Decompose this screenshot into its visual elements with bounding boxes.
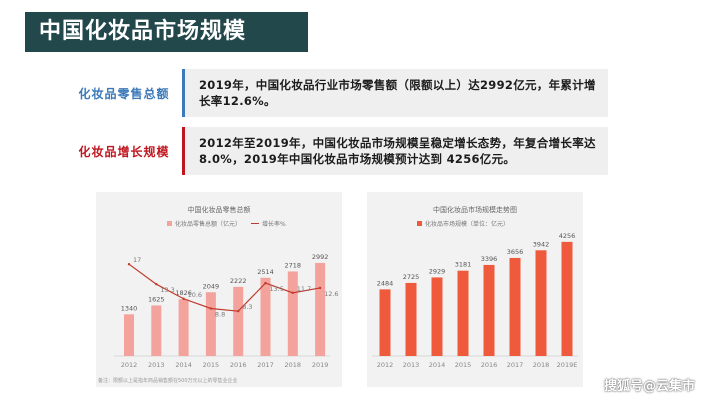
growth-rate-label: 13.5 — [270, 285, 284, 293]
growth-point — [237, 310, 239, 312]
legend-swatch-bar — [167, 221, 172, 226]
bar — [510, 258, 521, 356]
x-tick-label: 2018 — [285, 361, 302, 369]
info-row-growth: 化妆品增长规模 2012年至2019年，中国化妆品市场规模呈稳定增长态势，年复合… — [66, 127, 608, 175]
x-tick-label: 2012 — [121, 361, 138, 369]
bar — [536, 250, 547, 356]
bar — [151, 305, 161, 356]
page-title: 中国化妆品市场规模 — [25, 12, 308, 52]
growth-rate-label: 8.3 — [242, 303, 252, 311]
growth-rate-label: 8.8 — [215, 310, 225, 318]
x-tick-label: 2017 — [507, 361, 524, 369]
growth-point — [182, 298, 184, 300]
x-tick-label: 2014 — [429, 361, 446, 369]
bar-value-label: 2222 — [230, 277, 247, 285]
bar — [206, 292, 216, 356]
chart-panel-market: 中国化妆品市场规模走势图化妆品市场规模（单位：亿元） 2484 2012 2725 20… — [367, 192, 583, 387]
bar — [179, 299, 189, 356]
bar-value-label: 4256 — [559, 232, 576, 240]
bar — [124, 314, 134, 356]
bar — [458, 271, 469, 356]
bar — [315, 263, 325, 356]
growth-point — [128, 263, 130, 265]
x-tick-label: 2016 — [230, 361, 247, 369]
bar — [380, 289, 391, 356]
watermark: 搜狐号@云集市 — [604, 375, 695, 394]
growth-rate-label: 12.6 — [324, 290, 338, 298]
bar-value-label: 2725 — [403, 273, 420, 281]
x-tick-label: 2015 — [455, 361, 472, 369]
legend-label: 化妆品市场规模（单位：亿元） — [425, 220, 509, 228]
bar — [432, 277, 443, 356]
bar-value-label: 1340 — [121, 304, 138, 312]
growth-point — [155, 283, 157, 285]
x-tick-label: 2015 — [203, 361, 220, 369]
growth-rate-label: 11.7 — [297, 285, 311, 293]
row-accent-bar — [182, 127, 185, 175]
row-text: 2012年至2019年，中国化妆品市场规模呈稳定增长态势，年复合增长率达8.0%… — [199, 135, 598, 167]
legend-swatch-bar — [417, 221, 422, 226]
growth-point — [264, 282, 266, 284]
row-text: 2019年，中国化妆品行业市场零售额（限额以上）达2992亿元，年累计增长率12… — [199, 77, 598, 109]
bar-value-label: 2992 — [312, 253, 329, 261]
bar-value-label: 3396 — [481, 255, 498, 263]
x-tick-label: 2019 — [312, 361, 329, 369]
bar-value-label: 2718 — [285, 261, 302, 269]
x-tick-label: 2013 — [148, 361, 165, 369]
bar — [406, 283, 417, 356]
row-label: 化妆品增长规模 — [66, 127, 182, 175]
growth-point — [319, 287, 321, 289]
x-tick-label: 2018 — [533, 361, 550, 369]
bar-value-label: 3656 — [507, 248, 524, 256]
chart-title: 中国化妆品市场规模走势图 — [433, 205, 517, 214]
bar — [233, 287, 243, 356]
chart-title: 中国化妆品零售总额 — [188, 205, 251, 214]
growth-point — [292, 292, 294, 294]
legend-label: 增长率% — [262, 220, 286, 228]
growth-rate-label: 10.6 — [188, 291, 202, 299]
bar-value-label: 2049 — [203, 282, 220, 290]
x-tick-label: 2012 — [377, 361, 394, 369]
growth-point — [210, 307, 212, 309]
row-accent-bar — [182, 69, 185, 117]
bar — [484, 265, 495, 356]
x-tick-label: 2019E — [557, 361, 578, 369]
growth-rate-label: 13.3 — [160, 286, 174, 294]
chart-panel-retail: 中国化妆品零售总额化妆品零售总额（亿元） 增长率% 1340 2012 1625 2013… — [96, 192, 342, 387]
info-row-retail: 化妆品零售总额 2019年，中国化妆品行业市场零售额（限额以上）达2992亿元，… — [66, 69, 608, 117]
x-tick-label: 2013 — [403, 361, 420, 369]
bar-value-label: 2484 — [377, 279, 394, 287]
source-note: 备注：限额以上是指年商品销售额在500万元以上的零售业企业 — [98, 377, 238, 384]
growth-rate-label: 17 — [133, 256, 141, 264]
bar-value-label: 1625 — [148, 295, 165, 303]
legend-label: 化妆品零售总额（亿元） — [175, 220, 241, 228]
bar-value-label: 3181 — [455, 261, 472, 269]
x-tick-label: 2014 — [175, 361, 192, 369]
bar — [562, 242, 573, 356]
bar-value-label: 2929 — [429, 267, 446, 275]
bar-value-label: 2514 — [257, 268, 274, 276]
x-tick-label: 2016 — [481, 361, 498, 369]
x-tick-label: 2017 — [257, 361, 274, 369]
row-label: 化妆品零售总额 — [66, 69, 182, 117]
bar-value-label: 3942 — [533, 240, 550, 248]
